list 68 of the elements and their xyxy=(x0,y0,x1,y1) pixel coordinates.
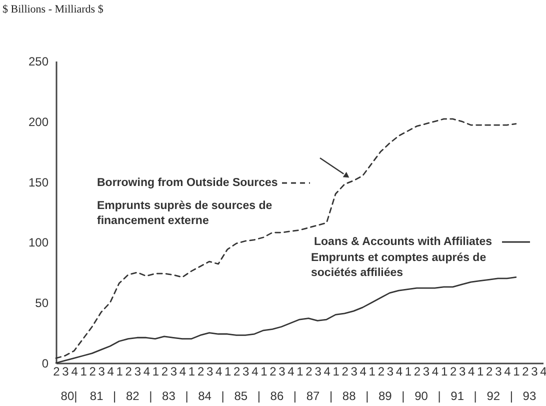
x-tick-label: 4 xyxy=(288,364,295,378)
x-tick-label: 3 xyxy=(278,364,286,378)
x-tick-label: 2 xyxy=(125,364,132,378)
x-tick-label: 1 xyxy=(404,364,412,378)
x-tick-label: 2 xyxy=(197,364,204,378)
x-tick-label: 4 xyxy=(107,364,114,378)
x-tick-label: 1 xyxy=(477,364,484,378)
x-tick-label: 2 xyxy=(342,364,349,378)
y-tick-label: 200 xyxy=(28,114,49,129)
x-tick-label: 1 xyxy=(332,364,340,378)
x-tick-label: 3 xyxy=(242,364,250,378)
x-tick-label: 4 xyxy=(252,364,259,378)
x-tick-label: 3 xyxy=(495,364,502,378)
x-tick-label: 3 xyxy=(422,364,430,378)
line-series xyxy=(55,276,517,364)
x-tick-label: 1 xyxy=(116,364,124,378)
legend-label: Loans & Accounts with Affiliates xyxy=(314,236,492,248)
x-tick-label: 3 xyxy=(314,364,322,378)
x-tick-label: 4 xyxy=(396,364,403,378)
x-tick-label: 2 xyxy=(306,364,313,378)
x-tick-label: 3 xyxy=(350,364,358,378)
x-tick-label: 1 xyxy=(440,364,448,378)
x-tick-label: 4 xyxy=(179,364,186,378)
x-tick-label: 1 xyxy=(152,364,160,378)
x-tick-label: 1 xyxy=(260,364,268,378)
x-tick-label: 3 xyxy=(170,364,178,378)
y-tick-label: 100 xyxy=(28,236,49,250)
x-tick-label: 2 xyxy=(378,364,385,378)
x-tick-label: 2 xyxy=(450,364,457,378)
x-tick-label: 1 xyxy=(188,364,196,378)
y-axis-title: $ Billions - Milliards $ xyxy=(2,4,104,16)
x-tick-label: 2 xyxy=(414,364,421,378)
line-series xyxy=(55,118,517,359)
x-tick-label: 3 xyxy=(531,364,538,378)
x-tick-label: 4 xyxy=(468,364,476,378)
y-tick-label: 150 xyxy=(28,175,49,190)
x-tick-label: 3 xyxy=(458,364,466,378)
annotation: Emprunts suprès de sources de financement externe xyxy=(97,200,272,227)
x-tick-label: 1 xyxy=(80,364,88,378)
x-tick-label: 1 xyxy=(513,364,520,378)
y-tick-label: 0 xyxy=(42,356,49,370)
x-tick-label: 2 xyxy=(486,364,494,378)
x-tick-label: 2 xyxy=(161,364,168,378)
x-tick-label: 2 xyxy=(89,364,96,378)
legend-label: Borrowing from Outside Sources xyxy=(97,177,278,189)
x-tick-label: 2 xyxy=(522,364,530,378)
x-tick-label: 4 xyxy=(432,364,439,378)
text: 80| 81 | 82 | 83 | 84 | 85 | 86 | 87 | 88 | 89 | 90 | 91 | 92 | 93 xyxy=(60,389,536,403)
x-tick-label: 2 xyxy=(53,364,60,378)
x-tick-label: 1 xyxy=(368,364,376,378)
y-tick-label: 50 xyxy=(35,296,49,310)
x-tick-label: 2 xyxy=(270,364,277,378)
y-tick-label: 250 xyxy=(28,54,49,68)
x-tick-label: 1 xyxy=(296,364,304,378)
x-tick-label: 2 xyxy=(234,364,241,378)
annotation: Emprunts et comptes auprés de sociétés affiliées xyxy=(311,252,486,279)
x-tick-label: 3 xyxy=(386,364,394,378)
x-tick-label: 4 xyxy=(215,364,222,378)
x-tick-label: 4 xyxy=(324,364,331,378)
x-tick-label: 3 xyxy=(134,364,142,378)
x-tick-label: 3 xyxy=(206,364,214,378)
x-tick-label: 4 xyxy=(360,364,367,378)
x-tick-label: 1 xyxy=(224,364,232,378)
x-tick-label: 3 xyxy=(62,364,70,378)
x-tick-label: 4 xyxy=(71,364,78,378)
x-tick-label: 3 xyxy=(98,364,106,378)
x-tick-label: 4 xyxy=(143,364,150,378)
x-tick-label: 4 xyxy=(504,364,512,378)
